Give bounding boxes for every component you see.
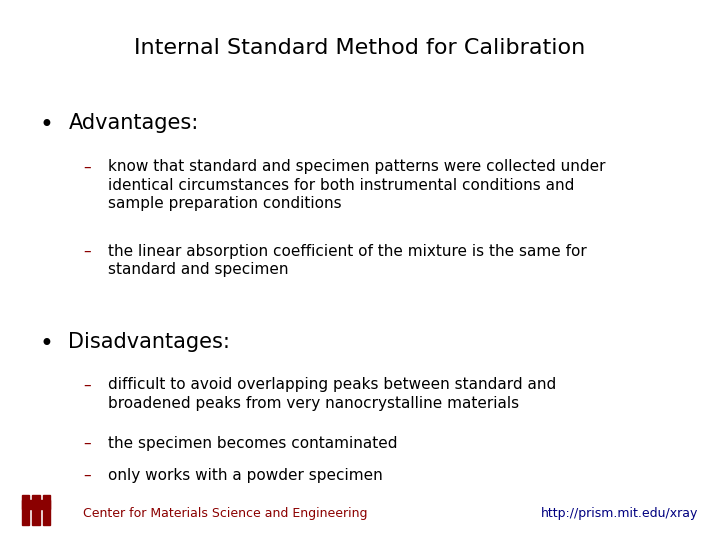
Text: Disadvantages:: Disadvantages: (68, 332, 230, 352)
Text: Advantages:: Advantages: (68, 113, 199, 133)
Text: difficult to avoid overlapping peaks between standard and
broadened peaks from v: difficult to avoid overlapping peaks bet… (108, 377, 557, 411)
Text: Center for Materials Science and Engineering: Center for Materials Science and Enginee… (83, 507, 367, 519)
Text: –: – (83, 244, 91, 259)
Text: •: • (40, 332, 53, 355)
Text: Internal Standard Method for Calibration: Internal Standard Method for Calibration (135, 38, 585, 58)
Text: •: • (40, 113, 53, 137)
Text: know that standard and specimen patterns were collected under
identical circumst: know that standard and specimen patterns… (108, 159, 606, 212)
Text: –: – (83, 377, 91, 393)
Text: only works with a powder specimen: only works with a powder specimen (108, 468, 383, 483)
Text: the specimen becomes contaminated: the specimen becomes contaminated (108, 436, 397, 451)
Text: –: – (83, 468, 91, 483)
Text: –: – (83, 159, 91, 174)
Text: http://prism.mit.edu/xray: http://prism.mit.edu/xray (541, 507, 698, 519)
Text: –: – (83, 436, 91, 451)
Text: the linear absorption coefficient of the mixture is the same for
standard and sp: the linear absorption coefficient of the… (108, 244, 587, 277)
